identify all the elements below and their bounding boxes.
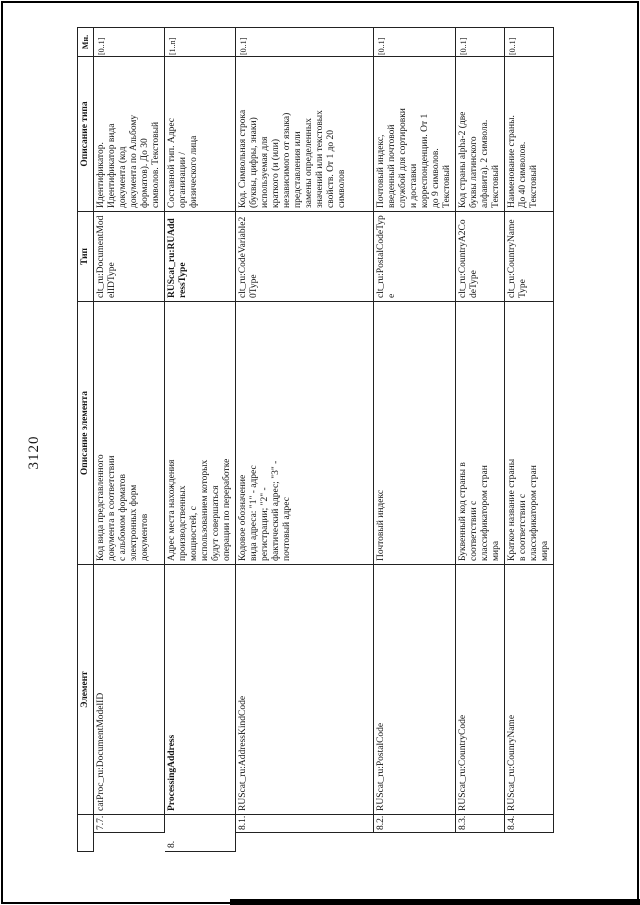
table-row: 8.2. RUScat_ru:PostalCode Почтовый индек… [374,27,456,852]
cell-num: 8.3. [456,815,505,833]
table-row: 8. ProcessingAddress Адрес места нахожде… [165,27,236,852]
cell-element-desc: Адрес места нахождения производственных … [165,302,236,565]
cell-type: clt_ru:DocumentModelIDType [94,212,165,302]
table-row: 7.7. catProc_ru:DocumentModelID Код вида… [94,27,165,852]
header-element: Элемент [77,565,94,815]
cell-type-desc: Идентификатор. Идентификатор вида докуме… [94,57,165,212]
header-mult: Мн. [77,27,94,57]
cell-num: 8.1. [236,815,374,833]
cell-element: RUScat_ru:CountryCode [456,565,505,815]
cell-type: clt_ru:CountryNameType [505,212,554,302]
cell-element: RUScat_ru:PostalCode [374,565,456,815]
cell-type: clt_ru:PostalCodeType [374,212,456,302]
cell-type: clt_ru:CodeVariable20Type [236,212,374,302]
header-element-desc: Описание элемента [77,302,94,565]
data-structure-table: Элемент Описание элемента Тип Описание т… [77,27,554,852]
header-type-desc: Описание типа [77,57,94,212]
cell-mult: [0..1] [456,27,505,57]
cell-element: RUScat_ru:CounryName [505,565,554,815]
page-number: 3120 [26,435,42,470]
cell-type-desc: Составной тип. Адрес организации / физич… [165,57,236,212]
cell-num: 8.4. [505,815,554,833]
cell-type: clt_ru:CountryA2CodeType [456,212,505,302]
cell-type-desc: Наименование страны. До 40 символов. Тек… [505,57,554,212]
table-row: 8.1. RUScat_ru:AddressKindCode Кодовое о… [236,27,374,852]
cell-element: ProcessingAddress [165,565,236,815]
cell-element: catProc_ru:DocumentModelID [94,565,165,815]
cell-element-desc: Код вида представленного документа в соо… [94,302,165,565]
scan-edge-artifact [230,899,640,905]
cell-element: RUScat_ru:AddressKindCode [236,565,374,815]
cell-num: 8.2. [374,815,456,833]
cell-type-desc: Код. Символьная строка (буквы, цифры, зн… [236,57,374,212]
cell-num: 7.7. [94,815,165,833]
header-type: Тип [77,212,94,302]
header-num [77,815,94,852]
cell-mult: [0..1] [505,27,554,57]
cell-type-desc: Код страны alpha-2 (две буквы латинского… [456,57,505,212]
cell-type-desc: Почтовый индекс, введенный почтовой служ… [374,57,456,212]
table-header-row: Элемент Описание элемента Тип Описание т… [77,27,94,852]
cell-mult: [0..1] [374,27,456,57]
cell-mult: [1..n] [165,27,236,57]
cell-mult: [0..1] [236,27,374,57]
cell-element-desc: Буквенный код страны в соответствии с кл… [456,302,505,565]
cell-num: 8. [165,815,236,852]
cell-type: RUScat_ru:RUAddressType [165,212,236,302]
cell-element-desc: Краткое название страны в соответствии с… [505,302,554,565]
cell-mult: [0..1] [94,27,165,57]
cell-element-desc: Кодовое обозначение вида адреса: "1" - а… [236,302,374,565]
cell-element-desc: Почтовый индекс [374,302,456,565]
table-row: 8.3. RUScat_ru:CountryCode Буквенный код… [456,27,505,852]
table-row: 8.4. RUScat_ru:CounryName Краткое назван… [505,27,554,852]
